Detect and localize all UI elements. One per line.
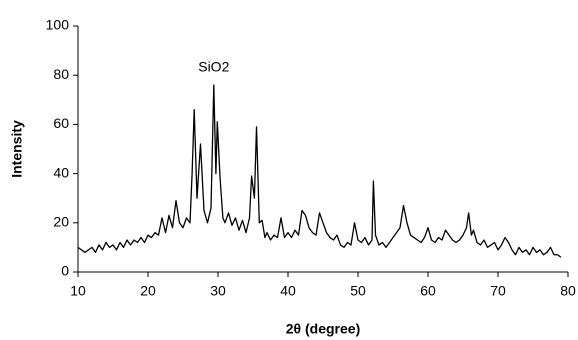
y-tick-label: 60 bbox=[53, 115, 69, 131]
x-tick-label: 50 bbox=[350, 283, 366, 299]
x-tick-label: 60 bbox=[420, 283, 436, 299]
x-tick-label: 30 bbox=[210, 283, 226, 299]
y-axis-label: Intensity bbox=[9, 120, 25, 178]
y-tick-label: 100 bbox=[46, 17, 70, 33]
x-tick-label: 10 bbox=[70, 283, 86, 299]
x-axis-label: 2θ (degree) bbox=[286, 321, 360, 337]
y-tick-label: 80 bbox=[53, 66, 69, 82]
y-tick-label: 20 bbox=[53, 214, 69, 230]
y-tick-label: 40 bbox=[53, 164, 69, 180]
x-tick-label: 80 bbox=[560, 283, 576, 299]
xrd-line bbox=[77, 84, 562, 258]
x-tick-label: 70 bbox=[490, 283, 506, 299]
x-tick-label: 40 bbox=[280, 283, 296, 299]
annotation: SiO2 bbox=[198, 59, 229, 75]
x-tick-label: 20 bbox=[140, 283, 156, 299]
y-tick-label: 0 bbox=[61, 263, 69, 279]
